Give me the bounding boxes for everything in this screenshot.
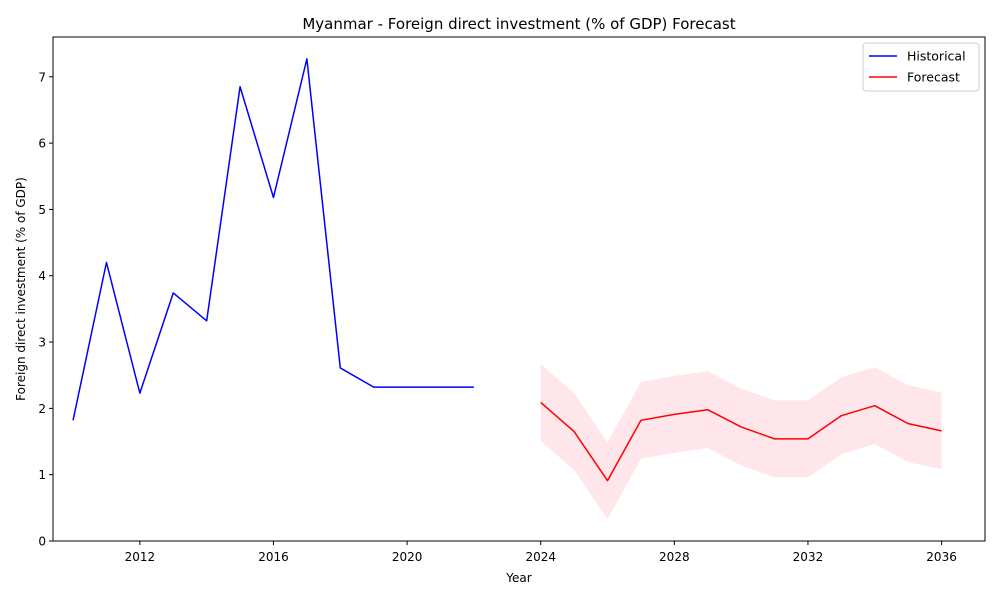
x-tick-label: 2036 — [926, 550, 957, 564]
y-tick-label: 7 — [38, 70, 46, 84]
x-axis: 2012 2016 2020 2024 2028 2032 2036 — [125, 541, 957, 564]
y-tick-label: 3 — [38, 336, 46, 350]
x-tick-label: 2016 — [258, 550, 289, 564]
x-tick-label: 2024 — [525, 550, 556, 564]
legend-box — [862, 42, 980, 92]
legend-label-historical: Historical — [907, 49, 966, 64]
forecast-confidence-band — [540, 363, 942, 520]
x-tick-label: 2028 — [659, 550, 690, 564]
y-tick-label: 6 — [38, 137, 46, 151]
y-tick-label: 4 — [38, 269, 46, 283]
y-axis: 0 1 2 3 4 5 6 7 — [38, 70, 53, 549]
plot-frame — [52, 36, 986, 542]
x-tick-label: 2012 — [125, 550, 156, 564]
x-tick-label: 2020 — [392, 550, 423, 564]
chart-title: Myanmar - Foreign direct investment (% o… — [302, 15, 735, 33]
x-tick-label: 2032 — [793, 550, 824, 564]
y-tick-label: 1 — [38, 468, 46, 482]
y-axis-title: Foreign direct investment (% of GDP) — [14, 177, 28, 401]
legend: Historical Forecast — [862, 42, 980, 92]
y-tick-label: 5 — [38, 203, 46, 217]
x-axis-title: Year — [505, 571, 531, 585]
y-tick-label: 0 — [38, 535, 46, 549]
y-tick-label: 2 — [38, 402, 46, 416]
forecast-band-layer — [540, 363, 942, 520]
series-line-layer — [72, 58, 942, 482]
series-line-historical — [72, 58, 474, 421]
legend-label-forecast: Forecast — [907, 70, 960, 85]
